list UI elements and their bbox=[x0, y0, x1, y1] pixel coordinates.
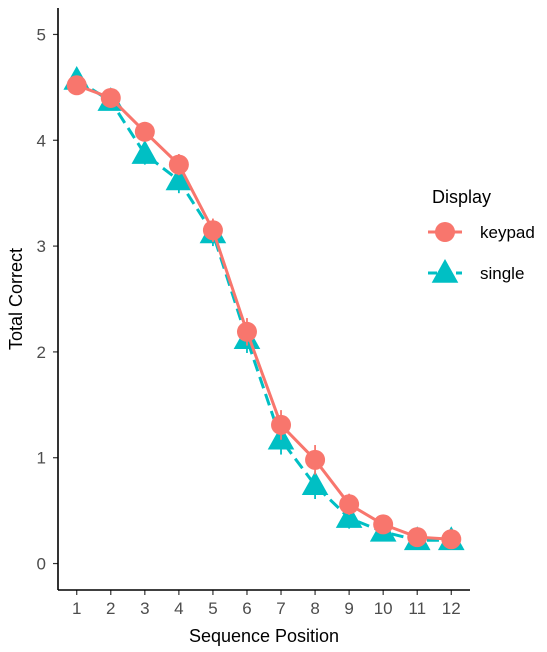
x-tick-label: 12 bbox=[442, 599, 461, 618]
y-tick-label: 3 bbox=[37, 237, 46, 256]
data-point-single bbox=[131, 140, 159, 164]
y-tick-label: 2 bbox=[37, 343, 46, 362]
x-tick-label: 3 bbox=[140, 599, 149, 618]
y-tick-label: 5 bbox=[37, 25, 46, 44]
legend-label-keypad: keypad bbox=[480, 223, 535, 242]
x-tick-label: 9 bbox=[344, 599, 353, 618]
data-point-single bbox=[335, 504, 363, 528]
data-point-keypad bbox=[373, 514, 394, 535]
legend-title: Display bbox=[432, 187, 491, 207]
data-point-keypad bbox=[407, 527, 428, 548]
series-line-keypad bbox=[76, 83, 452, 541]
data-point-keypad bbox=[305, 449, 326, 470]
y-tick-label: 0 bbox=[37, 555, 46, 574]
y-axis-ticks: 0 1 2 3 4 5 bbox=[37, 25, 58, 574]
data-point-keypad bbox=[100, 87, 121, 108]
data-point-single bbox=[165, 166, 193, 191]
data-point-keypad bbox=[168, 154, 189, 175]
data-point-single bbox=[301, 471, 329, 496]
plot-series bbox=[63, 65, 465, 551]
legend-item-single: single bbox=[428, 259, 524, 283]
data-point-keypad bbox=[441, 529, 462, 550]
x-tick-label: 8 bbox=[310, 599, 319, 618]
series-single bbox=[63, 65, 465, 551]
x-tick-label: 1 bbox=[72, 599, 81, 618]
x-axis-title: Sequence Position bbox=[189, 626, 339, 646]
data-point-keypad bbox=[236, 321, 257, 342]
legend-marker-single bbox=[431, 259, 459, 283]
y-axis-title: Total Correct bbox=[6, 248, 26, 350]
data-point-keypad bbox=[66, 75, 87, 96]
y-tick-label: 1 bbox=[37, 449, 46, 468]
x-tick-label: 5 bbox=[208, 599, 217, 618]
data-point-keypad bbox=[202, 220, 223, 241]
series-line-single bbox=[75, 78, 452, 542]
x-tick-label: 10 bbox=[374, 599, 393, 618]
x-tick-label: 2 bbox=[106, 599, 115, 618]
y-tick-label: 4 bbox=[37, 131, 46, 150]
x-tick-label: 6 bbox=[242, 599, 251, 618]
x-tick-label: 4 bbox=[174, 599, 183, 618]
x-tick-label: 7 bbox=[276, 599, 285, 618]
legend-marker-keypad bbox=[435, 222, 455, 242]
legend-label-single: single bbox=[480, 264, 524, 283]
series-keypad bbox=[66, 75, 462, 550]
legend-items: keypad single bbox=[428, 222, 535, 283]
legend: Display keypad single bbox=[428, 187, 535, 283]
x-tick-label: 11 bbox=[408, 599, 426, 618]
x-axis-ticks: 1 2 3 4 5 6 7 8 9 10 11 12 bbox=[72, 590, 461, 618]
data-point-keypad bbox=[271, 414, 292, 435]
data-point-keypad bbox=[134, 121, 155, 142]
legend-item-keypad: keypad bbox=[428, 222, 535, 242]
data-point-keypad bbox=[339, 494, 360, 515]
